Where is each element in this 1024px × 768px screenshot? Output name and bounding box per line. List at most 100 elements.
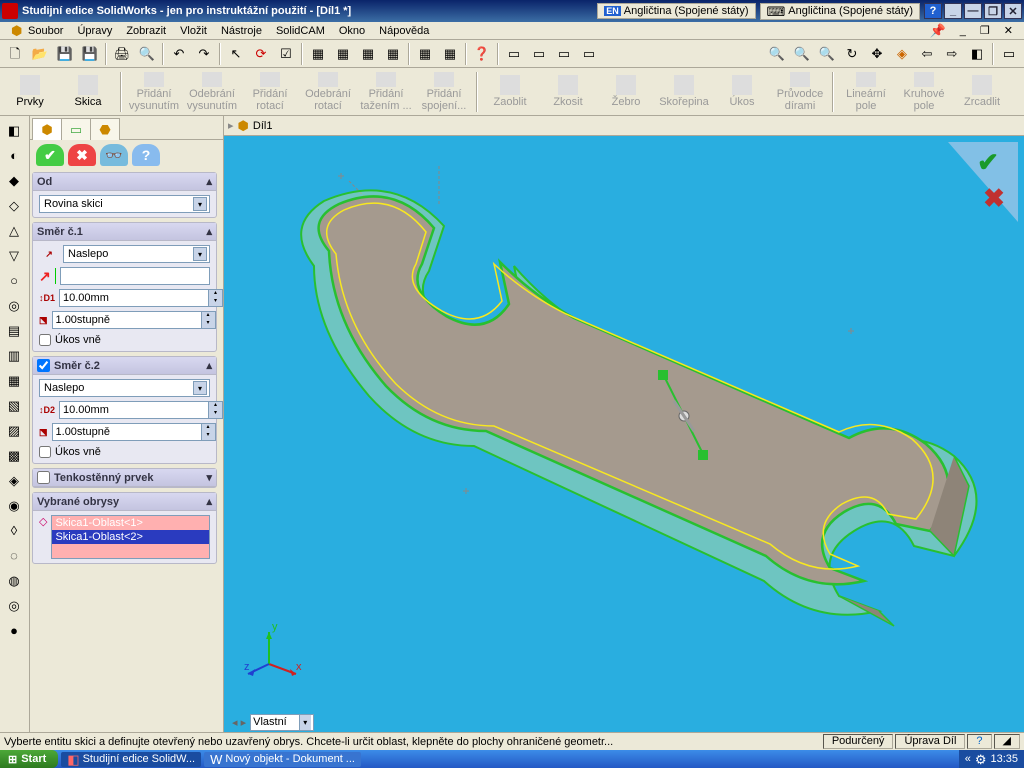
dir2-depth-input[interactable]: ▴▾ xyxy=(59,401,223,419)
tb-end[interactable]: ▭ xyxy=(997,42,1021,66)
rotate-view-button[interactable]: ↻ xyxy=(840,42,864,66)
dir2-type-dropdown[interactable]: Naslepo▾ xyxy=(39,379,210,397)
lt-1[interactable]: ◧ xyxy=(2,119,26,141)
lt-18[interactable]: ◌ xyxy=(2,544,26,566)
ribbon-skica[interactable]: Skica xyxy=(60,71,116,113)
ribbon-extrude-cut[interactable]: Odebrání vysunutím xyxy=(184,71,240,113)
ribbon-mirror[interactable]: Zrcadlit xyxy=(954,71,1010,113)
task-item-2[interactable]: W Nový objekt - Dokument ... xyxy=(204,752,361,767)
menu-tools[interactable]: Nástroje xyxy=(214,24,269,38)
tb-g[interactable]: ▭ xyxy=(502,42,526,66)
print-preview-button[interactable]: 🔍 xyxy=(135,42,159,66)
lt-7[interactable]: ○ xyxy=(2,269,26,291)
lt-2[interactable]: ◐ xyxy=(2,144,26,166)
tb-i[interactable]: ▭ xyxy=(552,42,576,66)
language-indicator-2[interactable]: ⌨ Angličtina (Spojené státy) xyxy=(760,3,921,20)
open-button[interactable]: 📂 xyxy=(28,42,52,66)
d1-draft-icon[interactable]: ⬔ xyxy=(39,312,48,328)
status-help-icon[interactable]: ? xyxy=(967,734,991,749)
viewport[interactable]: ▸ ⬢ Díl1 xyxy=(224,116,1024,732)
save-button[interactable]: 💾 xyxy=(53,42,77,66)
tb-d[interactable]: ▦ xyxy=(381,42,405,66)
d2-draft-icon[interactable]: ⬔ xyxy=(39,424,48,440)
from-dropdown[interactable]: Rovina skici▾ xyxy=(39,195,210,213)
select-button[interactable]: ↖ xyxy=(224,42,248,66)
section-thin-head[interactable]: Tenkostěnný prvek▾ xyxy=(33,469,216,487)
menu-window[interactable]: Okno xyxy=(332,24,372,38)
reverse-dir1-icon[interactable]: ↗ xyxy=(39,246,59,262)
lt-14[interactable]: ▩ xyxy=(2,444,26,466)
view-orient-button[interactable]: ◈ xyxy=(890,42,914,66)
graphics-area[interactable]: ✔ ✖ y x z xyxy=(224,136,1024,712)
lt-6[interactable]: ▽ xyxy=(2,244,26,266)
new-button[interactable]: 🗋 xyxy=(3,42,27,66)
lt-17[interactable]: ◊ xyxy=(2,519,26,541)
print-button[interactable]: 🖨 xyxy=(110,42,134,66)
tb-h[interactable]: ▭ xyxy=(527,42,551,66)
zoom-area-button[interactable]: 🔍 xyxy=(790,42,814,66)
undo-button[interactable]: ↶ xyxy=(167,42,191,66)
contours-listbox[interactable]: Skica1-Oblast<1> Skica1-Oblast<2> xyxy=(51,515,210,559)
lt-20[interactable]: ◎ xyxy=(2,594,26,616)
saveall-button[interactable]: 💾 xyxy=(78,42,102,66)
zoom-fit-button[interactable]: 🔍 xyxy=(765,42,789,66)
lt-21[interactable]: ● xyxy=(2,619,26,641)
dir1-draft-input[interactable]: ▴▾ xyxy=(52,311,216,329)
menu-insert[interactable]: Vložit xyxy=(173,24,214,38)
help-toolbtn[interactable]: ❓ xyxy=(470,42,494,66)
preview-button[interactable]: 👓 xyxy=(100,144,128,166)
lt-12[interactable]: ▧ xyxy=(2,394,26,416)
section-from-head[interactable]: Od▴ xyxy=(33,173,216,191)
prev-view-button[interactable]: ⇦ xyxy=(915,42,939,66)
next-view-button[interactable]: ⇨ xyxy=(940,42,964,66)
tab-property[interactable]: ▭ xyxy=(61,118,91,140)
section-contours-head[interactable]: Vybrané obrysy▴ xyxy=(33,493,216,511)
tray-arrow-icon[interactable]: « xyxy=(965,753,971,765)
tb-b[interactable]: ▦ xyxy=(331,42,355,66)
help-button[interactable]: ? xyxy=(924,3,942,19)
lt-19[interactable]: ◍ xyxy=(2,569,26,591)
ribbon-rib[interactable]: Žebro xyxy=(598,71,654,113)
tray-icon[interactable]: ⚙ xyxy=(975,753,987,766)
tb-e[interactable]: ▦ xyxy=(413,42,437,66)
restore-button[interactable]: ❐ xyxy=(984,3,1002,19)
ribbon-revolve-boss[interactable]: Přidání rotací xyxy=(242,71,298,113)
close-button[interactable]: ✕ xyxy=(1004,3,1022,19)
pin-icon[interactable]: 📌 xyxy=(923,23,953,38)
section-dir1-head[interactable]: Směr č.1▴ xyxy=(33,223,216,241)
section-dir2-head[interactable]: Směr č.2▴ xyxy=(33,357,216,375)
doc-close[interactable]: ✕ xyxy=(997,23,1020,38)
ribbon-loft[interactable]: Přidání spojení... xyxy=(416,71,472,113)
start-button[interactable]: ⊞ Start xyxy=(0,750,58,768)
ribbon-sweep[interactable]: Přidání tažením ... xyxy=(358,71,414,113)
minimize-child-button[interactable]: — xyxy=(964,3,982,19)
ribbon-draft[interactable]: Úkos xyxy=(714,71,770,113)
menu-solidcam[interactable]: SolidCAM xyxy=(269,24,332,38)
confirm-cancel-button[interactable]: ✖ xyxy=(972,180,1016,216)
options-button[interactable]: ☑ xyxy=(274,42,298,66)
ribbon-shell[interactable]: Skořepina xyxy=(656,71,712,113)
confirm-check-button[interactable]: ✔ xyxy=(966,144,1010,180)
lt-16[interactable]: ◉ xyxy=(2,494,26,516)
redo-button[interactable]: ↷ xyxy=(192,42,216,66)
tb-c[interactable]: ▦ xyxy=(356,42,380,66)
pan-button[interactable]: ✥ xyxy=(865,42,889,66)
lt-15[interactable]: ◈ xyxy=(2,469,26,491)
cancel-x-button[interactable]: ✖ xyxy=(68,144,96,166)
dir2-draft-input[interactable]: ▴▾ xyxy=(52,423,216,441)
dir1-type-dropdown[interactable]: Naslepo▾ xyxy=(63,245,210,263)
lt-13[interactable]: ▨ xyxy=(2,419,26,441)
lt-5[interactable]: △ xyxy=(2,219,26,241)
tree-expand-icon[interactable]: ▸ xyxy=(228,119,234,132)
lt-11[interactable]: ▦ xyxy=(2,369,26,391)
rebuild-button[interactable]: ⟳ xyxy=(249,42,273,66)
minimize-button[interactable]: _ xyxy=(944,3,962,19)
doc-minimize[interactable]: _ xyxy=(953,23,973,38)
menu-view[interactable]: Zobrazit xyxy=(119,24,173,38)
dir1-draft-outward[interactable]: Úkos vně xyxy=(39,333,210,347)
zoom-inout-button[interactable]: 🔍 xyxy=(815,42,839,66)
doc-restore[interactable]: ❐ xyxy=(973,23,997,38)
ok-button[interactable]: ✔ xyxy=(36,144,64,166)
menu-file[interactable]: ⬢Soubor xyxy=(4,23,70,39)
dir1-ref-input[interactable] xyxy=(60,267,210,285)
